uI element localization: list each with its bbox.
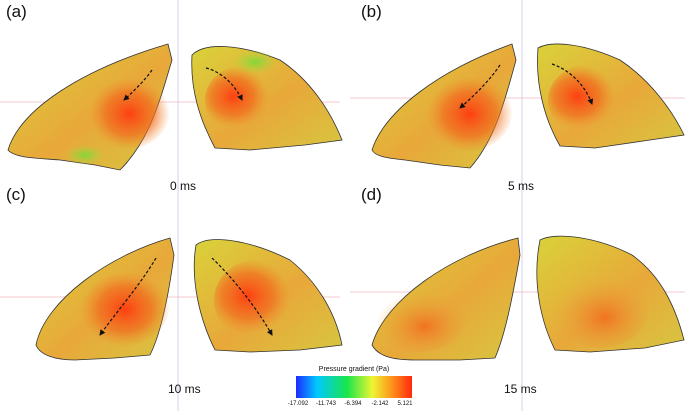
panel-a-arrow-right [205,67,243,101]
panel-b-label: (b) [361,2,382,21]
panel-a-right-wing [191,46,343,151]
colorbar-title: Pressure gradient (Pa) [318,366,390,373]
colorbar-tick: -2.142 [371,401,389,407]
panel-c-left-wing [35,237,175,361]
panel-b-left-wing [371,43,517,169]
colorbar-tick: 5.121 [397,401,413,407]
panel-a-time: 0 ms [170,179,197,193]
panel-c-arrow-right [211,257,273,336]
panel-b-time: 5 ms [508,179,535,193]
panel-c-arrow-left [99,257,157,336]
panel-d-time: 15 ms [504,382,537,396]
panel-d-label: (d) [361,185,382,204]
panel-c-time: 10 ms [168,382,201,396]
reference-lines [177,0,523,411]
panel-c-right-wing [193,239,343,353]
panel-a-arrow-left [123,69,153,101]
colorbar-tick: -17.092 [287,401,309,407]
colorbar-tick: -6.394 [344,401,362,407]
panel-d-left-wing [371,237,521,361]
panel-a-left-wing [7,43,173,171]
panel-b-right-wing [537,43,685,149]
panel-a-label: (a) [6,2,27,21]
colorbar-tick: -11.743 [316,401,336,407]
panel-d-right-wing [536,235,685,353]
colorbar-gradient [296,376,412,398]
panel-c-label: (c) [6,185,26,204]
